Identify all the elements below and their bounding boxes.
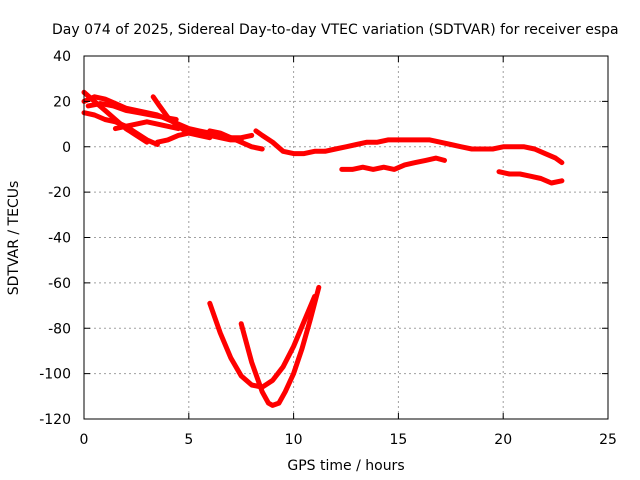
series-arc-h (207, 128, 265, 152)
series-arc-d (85, 101, 179, 122)
x-axis-label: GPS time / hours (287, 458, 404, 474)
series-group (81, 89, 565, 408)
axes-ticks: 0 5 10 15 20 25 -120 -100 -80 -60 -40 -20 0 20 40 (39, 49, 617, 448)
series-arc-e (112, 119, 181, 132)
x-tick-label: 0 (80, 432, 89, 448)
series-arc-j (339, 155, 447, 172)
chart-title: Day 074 of 2025, Sidereal Day-to-day VTE… (52, 22, 619, 38)
y-tick-label: -40 (48, 231, 71, 247)
y-axis-label: SDTVAR / TECUs (6, 181, 22, 296)
y-tick-label: -80 (48, 321, 71, 337)
x-tick-label: 10 (285, 432, 303, 448)
x-tick-label: 15 (389, 432, 407, 448)
x-tick-label: 25 (599, 432, 617, 448)
series-arc-g (154, 130, 244, 145)
y-tick-label: -20 (48, 185, 71, 201)
series-arc-c (81, 110, 160, 147)
x-tick-label: 20 (494, 432, 512, 448)
y-tick-label: 20 (53, 94, 71, 110)
series-arc-m (238, 284, 322, 408)
y-tick-label: -100 (39, 367, 71, 383)
series-arc-i (253, 128, 565, 166)
y-tick-label: -60 (48, 276, 71, 292)
y-tick-label: 40 (53, 49, 71, 65)
y-tick-label: -120 (39, 412, 71, 428)
series-arc-k (496, 169, 565, 186)
x-tick-label: 5 (184, 432, 193, 448)
y-tick-label: 0 (62, 140, 71, 156)
